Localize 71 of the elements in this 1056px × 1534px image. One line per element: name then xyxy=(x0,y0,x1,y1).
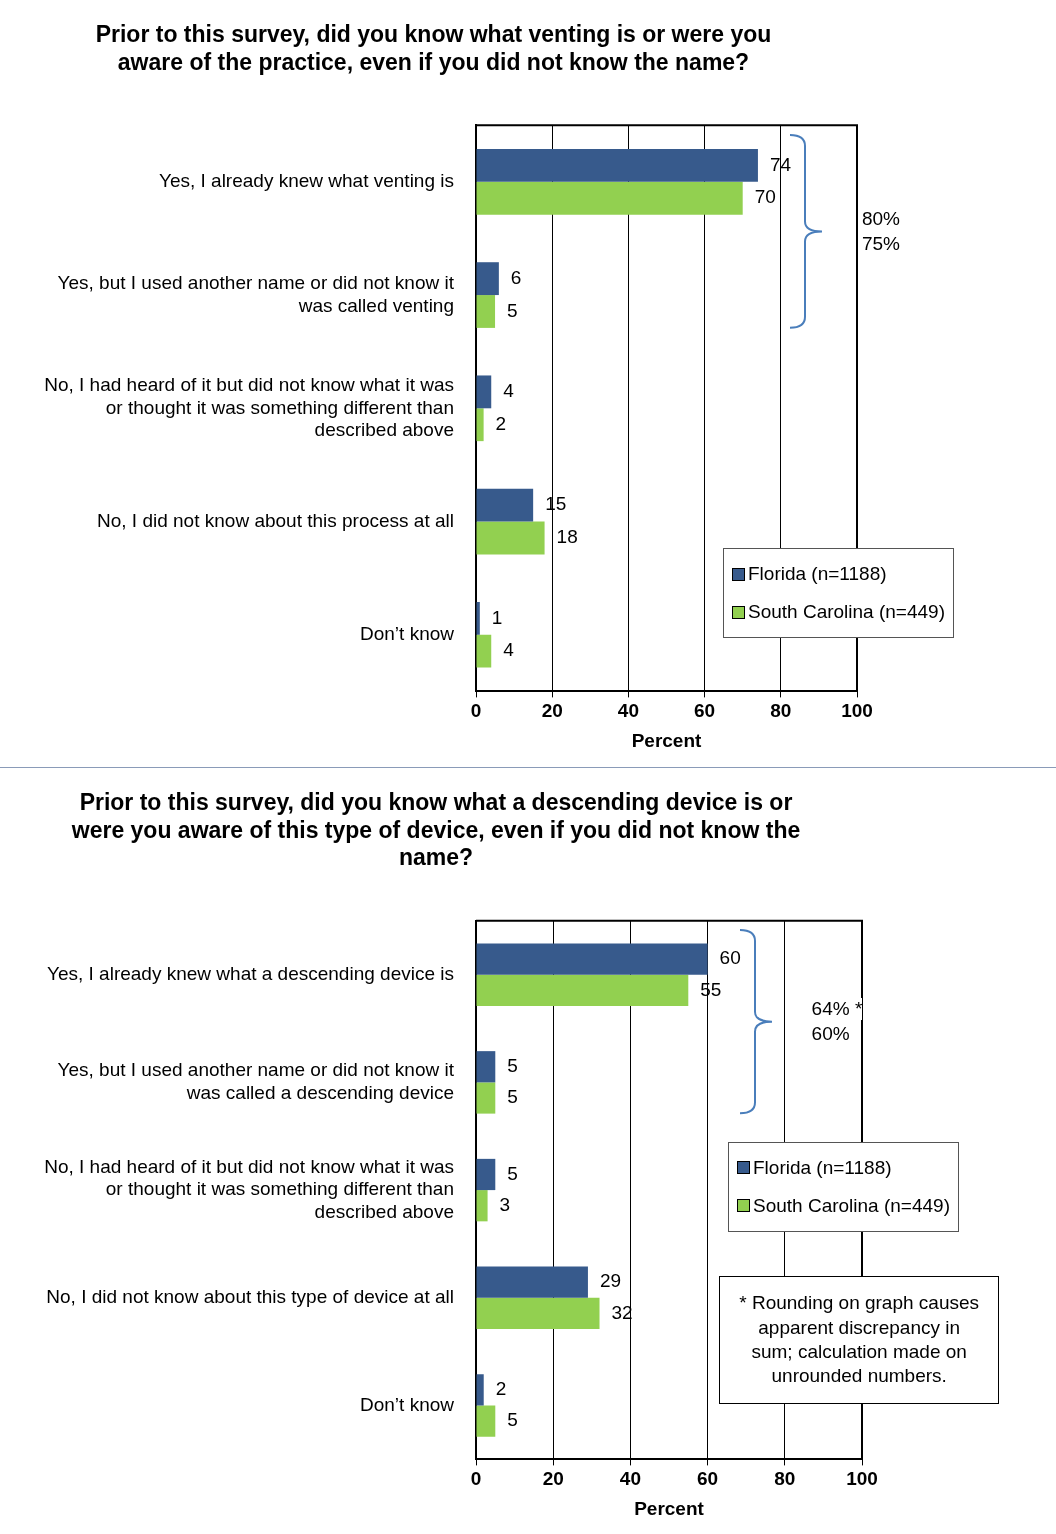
y-tick-label: Yes, but I used another name or did not know it was called a descending device xyxy=(57,1059,455,1104)
annotation: 60% xyxy=(811,1023,850,1046)
bar xyxy=(476,262,499,296)
annotation: * Rounding on graph causes apparent discrepancy in sum; calculation made on unrounded numbers. xyxy=(719,1276,1000,1404)
text: 75% xyxy=(861,232,900,255)
data-label: 5 xyxy=(507,1054,518,1076)
annotation: 64% * xyxy=(811,998,863,1021)
legend-label: South Carolina (n=449) xyxy=(748,601,945,624)
bar xyxy=(476,1266,588,1298)
y-tick-label: No, I had heard of it but did not know what it was or thought it was something different than described above xyxy=(44,373,454,441)
x-tick-label: 20 xyxy=(541,700,563,722)
x-tick-label: 80 xyxy=(774,1468,796,1490)
bar xyxy=(476,1374,484,1406)
bar xyxy=(476,974,689,1006)
x-tick-label: 40 xyxy=(619,1468,641,1490)
x-tick-label: 0 xyxy=(470,700,482,722)
x-tick-label: 60 xyxy=(694,700,716,722)
x-tick-label: 100 xyxy=(846,1468,878,1490)
bar xyxy=(476,1297,600,1330)
y-tick-label: No, I did not know about this process at all xyxy=(97,509,454,531)
bar xyxy=(476,521,545,555)
bar xyxy=(476,408,484,442)
bar xyxy=(476,1051,496,1083)
bar xyxy=(476,1405,496,1437)
y-tick-label: Yes, I already knew what venting is xyxy=(158,170,454,192)
data-label: 2 xyxy=(495,1378,507,1400)
chart-title: Prior to this survey, did you know what a descending device is or were you aware of this type of device, even if you did not know the name? xyxy=(70,789,801,871)
bar xyxy=(476,148,758,182)
bar xyxy=(476,1190,488,1222)
bar xyxy=(476,375,492,409)
y-tick-label: No, I had heard of it but did not know what it was or thought it was something different than described above xyxy=(44,1155,454,1223)
x-tick-label: 100 xyxy=(841,700,873,722)
bar xyxy=(476,1158,496,1191)
y-tick-label: No, I did not know about this type of device at all xyxy=(46,1286,454,1308)
bar xyxy=(476,295,496,328)
y-tick-label: Yes, but I used another name or did not know it was called venting xyxy=(57,271,455,316)
legend-label: Florida (n=1188) xyxy=(748,563,887,586)
data-label: 18 xyxy=(556,526,578,548)
bar xyxy=(476,181,743,215)
x-tick-label: 60 xyxy=(697,1468,719,1490)
data-label: 5 xyxy=(507,299,518,321)
data-label: 60 xyxy=(719,947,741,969)
data-label: 4 xyxy=(503,639,515,661)
data-label: 6 xyxy=(510,266,522,288)
bar xyxy=(476,634,492,668)
data-label: 70 xyxy=(754,186,776,208)
data-label: 4 xyxy=(503,380,515,402)
chart-title: Prior to this survey, did you know what venting is or were you aware of the practice, even if you did not know the name? xyxy=(95,21,772,75)
x-tick-label: 40 xyxy=(617,700,639,722)
text: 80% xyxy=(861,207,900,230)
data-label: 5 xyxy=(507,1409,518,1431)
data-label: 1 xyxy=(491,606,503,628)
bar xyxy=(476,601,480,635)
x-axis-title: Percent xyxy=(634,1497,705,1519)
x-tick-label: 20 xyxy=(542,1468,564,1490)
x-axis-title: Percent xyxy=(631,729,703,751)
bar xyxy=(476,488,534,522)
data-label: 3 xyxy=(499,1193,511,1215)
data-label: 5 xyxy=(507,1162,518,1184)
x-tick-label: 0 xyxy=(470,1468,482,1490)
bar xyxy=(476,943,708,975)
legend-label: South Carolina (n=449) xyxy=(753,1194,950,1217)
y-tick-label: Don’t know xyxy=(360,1393,455,1415)
data-label: 29 xyxy=(599,1270,622,1292)
y-tick-label: Don’t know xyxy=(360,623,455,645)
legend-label: Florida (n=1188) xyxy=(753,1156,892,1179)
y-tick-label: Yes, I already knew what a descending device is xyxy=(47,962,454,984)
x-tick-label: 80 xyxy=(770,700,792,722)
bar xyxy=(476,1082,496,1114)
data-label: 2 xyxy=(495,412,507,434)
data-label: 5 xyxy=(507,1086,518,1108)
